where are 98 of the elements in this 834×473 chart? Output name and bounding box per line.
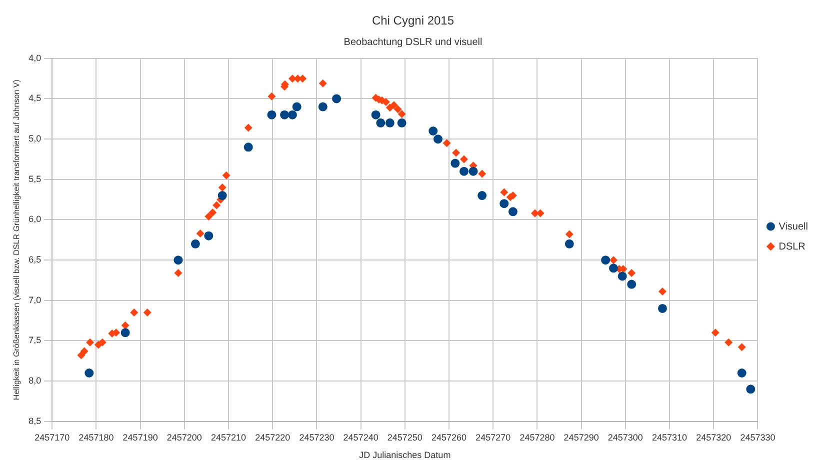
x-axis-title: JD Julianisches Datum bbox=[359, 450, 451, 460]
y-tick-label: 6,0 bbox=[28, 214, 42, 224]
point bbox=[244, 142, 253, 152]
point bbox=[130, 308, 138, 316]
x-tick-label: 2457230 bbox=[299, 432, 334, 442]
x-tick-label: 2457200 bbox=[166, 432, 202, 442]
x-tick-label: 2457320 bbox=[696, 432, 732, 442]
y-tick-label: 4,0 bbox=[28, 52, 42, 63]
x-tick-label: 2457330 bbox=[740, 432, 776, 442]
point bbox=[452, 148, 460, 157]
x-tick-label: 2457260 bbox=[431, 432, 467, 442]
point bbox=[433, 134, 442, 144]
point bbox=[390, 101, 398, 110]
x-tick-label: 2457190 bbox=[122, 432, 158, 442]
point bbox=[218, 183, 226, 192]
x-tick-label: 2457290 bbox=[564, 432, 599, 442]
point bbox=[174, 256, 183, 265]
point bbox=[442, 139, 451, 148]
y-tick-label: 8,5 bbox=[28, 416, 42, 426]
chart-title: Chi Cygni 2015 bbox=[372, 14, 454, 28]
legend-label: DSLR bbox=[778, 241, 806, 252]
x-tick-label: 2457220 bbox=[255, 432, 290, 442]
point bbox=[80, 347, 88, 356]
point bbox=[218, 191, 227, 200]
chart-subtitle: Beobachtung DSLR und visuell bbox=[344, 37, 482, 48]
point bbox=[450, 158, 460, 168]
point bbox=[204, 212, 213, 221]
point bbox=[371, 110, 380, 120]
y-tick-label: 4,5 bbox=[28, 93, 42, 104]
point bbox=[174, 268, 182, 277]
x-tick-label: 2457280 bbox=[520, 432, 555, 442]
legend-label: Visuell bbox=[778, 221, 808, 232]
point bbox=[208, 208, 217, 216]
y-axis-title: Helligkeit in Größenklassen (visuell bzw. DSLR Grünhelligkeit transformiert auf Johnson V) bbox=[12, 79, 22, 400]
y-tick-label: 5,5 bbox=[28, 174, 42, 184]
point bbox=[318, 102, 328, 112]
point bbox=[628, 268, 636, 277]
x-tick-label: 2457270 bbox=[476, 432, 511, 442]
point bbox=[500, 188, 508, 196]
point bbox=[121, 321, 130, 330]
point bbox=[292, 102, 302, 112]
point bbox=[98, 338, 106, 346]
point bbox=[288, 110, 297, 120]
point bbox=[627, 280, 636, 289]
point bbox=[397, 118, 406, 128]
x-tick-label: 2457310 bbox=[652, 432, 688, 442]
point bbox=[204, 231, 214, 240]
point bbox=[244, 124, 252, 132]
x-tick-label: 2457210 bbox=[210, 432, 246, 442]
y-tick-label: 5,0 bbox=[28, 134, 42, 144]
x-tick-label: 2457180 bbox=[78, 432, 114, 442]
point bbox=[468, 166, 478, 176]
y-tick-label: 7,0 bbox=[28, 294, 42, 305]
point bbox=[86, 338, 94, 346]
point bbox=[385, 118, 394, 128]
y-tick-label: 7,5 bbox=[28, 335, 42, 346]
point bbox=[738, 343, 746, 352]
point bbox=[394, 105, 402, 114]
x-tick-label: 2457300 bbox=[608, 432, 643, 442]
point bbox=[143, 308, 152, 316]
point bbox=[398, 110, 406, 118]
point bbox=[376, 118, 386, 128]
point bbox=[460, 166, 469, 176]
point bbox=[658, 288, 666, 296]
point bbox=[196, 229, 204, 238]
x-tick-label: 2457170 bbox=[34, 432, 70, 442]
point bbox=[658, 304, 667, 313]
point bbox=[610, 256, 618, 264]
point bbox=[212, 201, 221, 210]
point bbox=[737, 368, 746, 378]
point bbox=[77, 351, 86, 360]
point bbox=[500, 199, 509, 208]
point bbox=[222, 171, 230, 180]
x-tick-label: 2457240 bbox=[343, 432, 378, 442]
point bbox=[609, 264, 618, 273]
point bbox=[508, 207, 518, 216]
point bbox=[724, 338, 733, 346]
point bbox=[618, 272, 627, 281]
point bbox=[280, 110, 290, 120]
point bbox=[601, 256, 610, 265]
point bbox=[478, 191, 487, 200]
point bbox=[711, 328, 720, 337]
point bbox=[564, 239, 574, 248]
point bbox=[478, 170, 486, 178]
point bbox=[267, 110, 276, 120]
point bbox=[84, 368, 94, 378]
point bbox=[428, 126, 438, 136]
point bbox=[565, 230, 574, 238]
point bbox=[120, 328, 130, 338]
point bbox=[460, 155, 468, 164]
point bbox=[332, 94, 342, 104]
point bbox=[318, 79, 327, 88]
point bbox=[190, 239, 200, 248]
y-tick-label: 6,5 bbox=[28, 254, 42, 265]
y-tick-label: 8,0 bbox=[28, 376, 42, 386]
x-tick-label: 2457250 bbox=[387, 432, 422, 442]
point bbox=[268, 92, 276, 100]
point bbox=[746, 384, 756, 394]
